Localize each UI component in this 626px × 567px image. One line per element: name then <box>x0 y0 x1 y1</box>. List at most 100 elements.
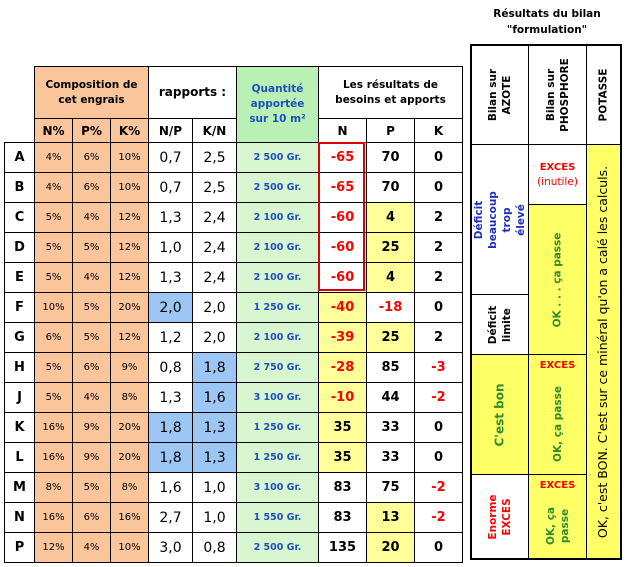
phos-ok-1: OK . . . ça passe <box>529 205 586 354</box>
cell-res-n: 135 <box>318 532 367 563</box>
table-row: A 4% 6% 10% 0,7 2,5 2 500 Gr. -65 70 0 <box>4 142 463 173</box>
cell-n-pct: 5% <box>34 352 73 383</box>
cell-np: 1,2 <box>148 322 193 353</box>
cell-k-pct: 12% <box>110 202 149 233</box>
quantite-header-text: Quantité apportée sur 10 m² <box>249 83 306 125</box>
row-label: F <box>4 292 35 323</box>
cell-res-p: 25 <box>366 322 415 353</box>
cell-n-pct: 12% <box>34 532 73 563</box>
phos-exces-3-text: EXCES <box>539 480 576 491</box>
row-label: N <box>4 502 35 533</box>
cell-k-pct: 16% <box>110 502 149 533</box>
cell-np: 1,3 <box>148 262 193 293</box>
cell-qty: 2 100 Gr. <box>236 322 319 353</box>
row-label: L <box>4 442 35 473</box>
row-label: D <box>4 232 35 263</box>
cell-res-k: 0 <box>414 532 463 563</box>
cell-res-k: 0 <box>414 412 463 443</box>
rapports-header: rapports : <box>148 66 237 119</box>
bilan-azote-header-text: Bilan sur AZOTE <box>487 68 513 122</box>
cell-p-pct: 4% <box>72 382 111 413</box>
row-label: A <box>4 142 35 173</box>
col-np: N/P <box>148 118 193 143</box>
cell-res-p: 85 <box>366 352 415 383</box>
table-row: C 5% 4% 12% 1,3 2,4 2 100 Gr. -60 4 2 <box>4 202 463 233</box>
cell-np: 1,8 <box>148 442 193 473</box>
phos-ok-2: OK, ça passe <box>520 373 596 474</box>
bilan-potasse-header: POTASSE <box>587 46 620 144</box>
bilan-azote-header: Bilan sur AZOTE <box>472 46 528 144</box>
cell-res-n: -39 <box>318 322 367 353</box>
row-label: P <box>4 532 35 563</box>
cell-res-n: -10 <box>318 382 367 413</box>
cell-np: 2,0 <box>148 292 193 323</box>
row-label: E <box>4 262 35 293</box>
table-row: H 5% 6% 9% 0,8 1,8 2 750 Gr. -28 85 -3 <box>4 352 463 383</box>
table-row: N 16% 6% 16% 2,7 1,0 1 550 Gr. 83 13 -2 <box>4 502 463 533</box>
phos-exces-text: EXCES <box>539 161 576 173</box>
cell-p-pct: 6% <box>72 142 111 173</box>
row-label: B <box>4 172 35 203</box>
cell-res-k: 0 <box>414 172 463 203</box>
cell-kn: 1,3 <box>192 442 237 473</box>
cell-res-n: -60 <box>318 202 367 233</box>
cell-k-pct: 12% <box>110 322 149 353</box>
table-row: L 16% 9% 20% 1,8 1,3 1 250 Gr. 35 33 0 <box>4 442 463 473</box>
cell-res-p: 33 <box>366 442 415 473</box>
cell-k-pct: 20% <box>110 442 149 473</box>
cell-qty: 2 750 Gr. <box>236 352 319 383</box>
cell-qty: 2 500 Gr. <box>236 532 319 563</box>
cell-res-p: 20 <box>366 532 415 563</box>
bilan-panel: Bilan sur AZOTE Bilan sur PHOSPHORE POTA… <box>470 44 622 560</box>
cell-res-p: 70 <box>366 142 415 173</box>
cell-kn: 2,0 <box>192 292 237 323</box>
cell-res-n: 83 <box>318 472 367 503</box>
cell-kn: 1,6 <box>192 382 237 413</box>
cell-n-pct: 8% <box>34 472 73 503</box>
bilan-phosphore-header: Bilan sur PHOSPHORE <box>529 46 586 144</box>
bilan-phosphore-header-text: Bilan sur PHOSPHORE <box>544 58 571 132</box>
row-label: M <box>4 472 35 503</box>
azote-line-1 <box>472 294 528 295</box>
bilan-title-line2: "formulation" <box>506 24 588 36</box>
phos-exces-inutile: EXCES (inutile) <box>529 145 586 204</box>
cell-qty: 2 100 Gr. <box>236 232 319 263</box>
table-row: F 10% 5% 20% 2,0 2,0 1 250 Gr. -40 -18 0 <box>4 292 463 323</box>
cell-k-pct: 20% <box>110 292 149 323</box>
cell-qty: 1 250 Gr. <box>236 442 319 473</box>
row-label: C <box>4 202 35 233</box>
azote-cest-bon: C'est bon <box>472 355 528 474</box>
table-row: J 5% 4% 8% 1,3 1,6 3 100 Gr. -10 44 -2 <box>4 382 463 413</box>
cell-res-k: 2 <box>414 262 463 293</box>
cell-res-k: -2 <box>414 382 463 413</box>
cell-kn: 2,0 <box>192 322 237 353</box>
azote-line-3 <box>472 474 528 475</box>
bilan-potasse-header-text: POTASSE <box>597 68 610 122</box>
cell-res-n: -65 <box>318 142 367 173</box>
cell-res-p: 70 <box>366 172 415 203</box>
col-p-pct: P% <box>72 118 111 143</box>
azote-deficit-limite-text: Déficit limite <box>487 305 513 344</box>
table-row: P 12% 4% 10% 3,0 0,8 2 500 Gr. 135 20 0 <box>4 532 463 563</box>
cell-kn: 2,4 <box>192 202 237 233</box>
cell-n-pct: 16% <box>34 502 73 533</box>
table-row: K 16% 9% 20% 1,8 1,3 1 250 Gr. 35 33 0 <box>4 412 463 443</box>
cell-res-p: 4 <box>366 202 415 233</box>
cell-k-pct: 8% <box>110 472 149 503</box>
cell-k-pct: 10% <box>110 532 149 563</box>
phos-exces-2-text: EXCES <box>539 360 576 371</box>
table-row: E 5% 4% 12% 1,3 2,4 2 100 Gr. -60 4 2 <box>4 262 463 293</box>
row-label: G <box>4 322 35 353</box>
cell-res-n: -65 <box>318 172 367 203</box>
cell-np: 0,8 <box>148 352 193 383</box>
cell-p-pct: 5% <box>72 232 111 263</box>
phos-block-2: EXCES OK, ça passe <box>529 355 586 474</box>
row-label: K <box>4 412 35 443</box>
azote-deficit-beaucoup-text: Déficit beaucoup trop élevé <box>473 190 527 249</box>
cell-kn: 0,8 <box>192 532 237 563</box>
phos-line-2 <box>529 354 586 355</box>
cell-res-n: 83 <box>318 502 367 533</box>
phos-ok-3: OK, ça passe <box>528 493 588 558</box>
cell-p-pct: 4% <box>72 202 111 233</box>
cell-np: 1,3 <box>148 382 193 413</box>
